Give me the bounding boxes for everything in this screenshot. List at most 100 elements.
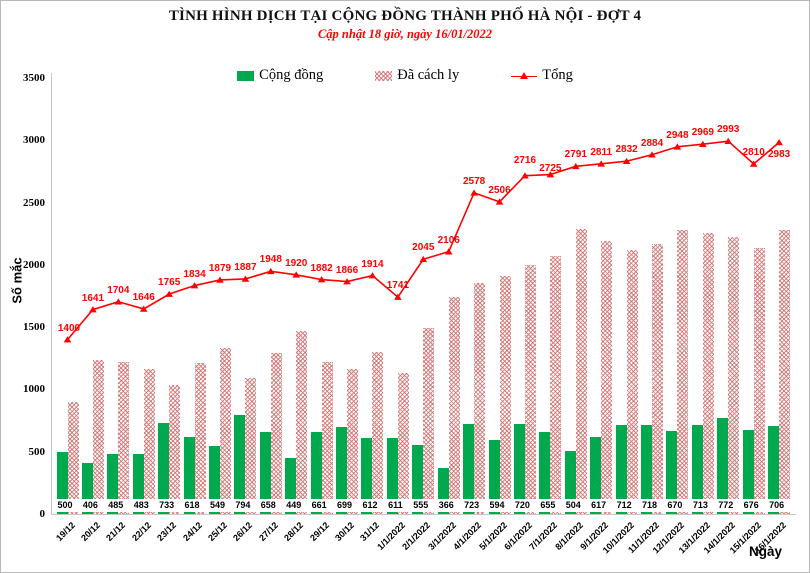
bar-value-label: 617: [585, 499, 612, 512]
total-point-marker-icon: [190, 282, 199, 289]
bar-da-cach-ly: [575, 229, 587, 514]
total-point-label: 2948: [666, 129, 689, 141]
bar-value-label: 706: [763, 499, 790, 512]
bar-cong-dong: [336, 426, 348, 514]
y-tick-label: 2500: [23, 196, 45, 209]
total-point-label: 2725: [539, 162, 562, 174]
legend-label-total: Tổng: [542, 67, 573, 83]
bar-cong-dong: [285, 458, 297, 514]
bar-cong-dong: [742, 429, 754, 514]
bar-value-label: 733: [153, 499, 180, 512]
bar-cong-dong: [539, 432, 551, 514]
bar-cong-dong: [107, 453, 119, 514]
total-point-marker-icon: [343, 278, 351, 285]
bar-value-label: 366: [433, 499, 460, 512]
total-point-marker-icon: [63, 336, 72, 343]
bar-cong-dong: [666, 430, 678, 514]
total-point-marker-icon: [673, 143, 682, 150]
total-point-marker-icon: [749, 160, 758, 167]
legend-item-community: Cộng đồng: [237, 67, 323, 84]
total-point-label: 2506: [488, 184, 511, 196]
bar-cong-dong: [564, 451, 576, 514]
bar-da-cach-ly: [194, 362, 206, 514]
bar-value-label: 723: [458, 499, 485, 512]
bar-value-label: 712: [611, 499, 638, 512]
chart-title: TÌNH HÌNH DỊCH TẠI CỘNG ĐỒNG THÀNH PHỐ H…: [168, 8, 642, 24]
bar-da-cach-ly: [626, 249, 638, 514]
bar-da-cach-ly: [779, 230, 791, 514]
bar-da-cach-ly: [601, 240, 613, 514]
bar-da-cach-ly: [423, 328, 435, 514]
bar-value-label: 661: [306, 499, 333, 512]
bar-cong-dong: [81, 463, 93, 514]
x-axis-title: Ngày: [749, 544, 783, 559]
bar-cong-dong: [158, 422, 170, 514]
legend-item-quarantine: Đã cách ly: [375, 67, 459, 84]
bar-da-cach-ly: [677, 230, 689, 514]
total-point-marker-icon: [495, 198, 504, 205]
bar-value-label: 713: [687, 499, 714, 512]
total-point-label: 1400: [57, 322, 81, 334]
total-point-label: 1646: [132, 291, 155, 303]
total-point-marker-icon: [114, 298, 123, 305]
bar-value-label: 655: [534, 499, 561, 512]
bar-cong-dong: [717, 417, 729, 514]
total-point-marker-icon: [699, 140, 707, 147]
total-point-marker-icon: [571, 162, 580, 170]
bar-value-label: 449: [280, 499, 307, 512]
bar-value-label: 500: [52, 499, 78, 512]
total-line-swatch-icon: [511, 71, 538, 81]
bar-da-cach-ly: [753, 248, 765, 514]
total-point-marker-icon: [724, 137, 733, 144]
bar-da-cach-ly: [652, 244, 664, 514]
bar-cong-dong: [768, 426, 780, 514]
bar-da-cach-ly: [296, 330, 308, 514]
y-tick-label: 500: [28, 445, 46, 458]
bar-da-cach-ly: [321, 361, 333, 514]
total-point-label: 2983: [767, 149, 791, 161]
bar-cong-dong: [691, 425, 703, 514]
bar-da-cach-ly: [92, 360, 104, 514]
bar-da-cach-ly: [143, 369, 155, 514]
legend-item-total: Tổng: [511, 67, 573, 84]
total-point-marker-icon: [648, 151, 656, 158]
bar-value-label: 549: [204, 499, 231, 512]
bar-da-cach-ly: [219, 348, 231, 514]
total-point-marker-icon: [419, 255, 428, 263]
total-point-marker-icon: [368, 272, 377, 279]
bar-cong-dong: [463, 423, 475, 514]
bar-value-label: 483: [128, 499, 155, 512]
total-point-marker-icon: [597, 160, 605, 167]
bar-da-cach-ly: [118, 362, 130, 514]
total-point-marker-icon: [521, 172, 529, 179]
total-point-marker-icon: [139, 305, 148, 312]
bar-value-label: 504: [560, 499, 587, 512]
total-point-marker-icon: [444, 248, 453, 255]
y-axis-line: [51, 73, 52, 514]
y-tick-label: 1500: [23, 321, 45, 334]
legend-label-community: Cộng đồng: [259, 67, 324, 83]
bar-value-label: 676: [738, 499, 765, 512]
bar-value-label: 718: [636, 499, 663, 512]
y-tick-label: 0: [39, 508, 46, 520]
bar-da-cach-ly: [550, 256, 562, 514]
bar-da-cach-ly: [372, 351, 384, 514]
bar-cong-dong: [386, 437, 398, 514]
bar-da-cach-ly: [397, 373, 409, 514]
bar-da-cach-ly: [245, 377, 257, 514]
bar-value-label: 670: [661, 499, 688, 512]
bar-cong-dong: [590, 437, 602, 514]
bar-cong-dong: [183, 437, 195, 514]
x-axis-line: [51, 514, 796, 515]
bar-da-cach-ly: [67, 401, 79, 514]
bar-cong-dong: [56, 451, 68, 514]
bar-cong-dong: [412, 444, 424, 514]
total-point-marker-icon: [267, 267, 275, 275]
bar-cong-dong: [234, 415, 246, 514]
total-point-label: 1914: [361, 258, 384, 270]
total-point-marker-icon: [394, 293, 402, 300]
quarantine-swatch-icon: [375, 70, 393, 81]
total-point-marker-icon: [216, 276, 224, 283]
legend: Cộng đồng Đã cách ly Tổng: [1, 67, 809, 84]
